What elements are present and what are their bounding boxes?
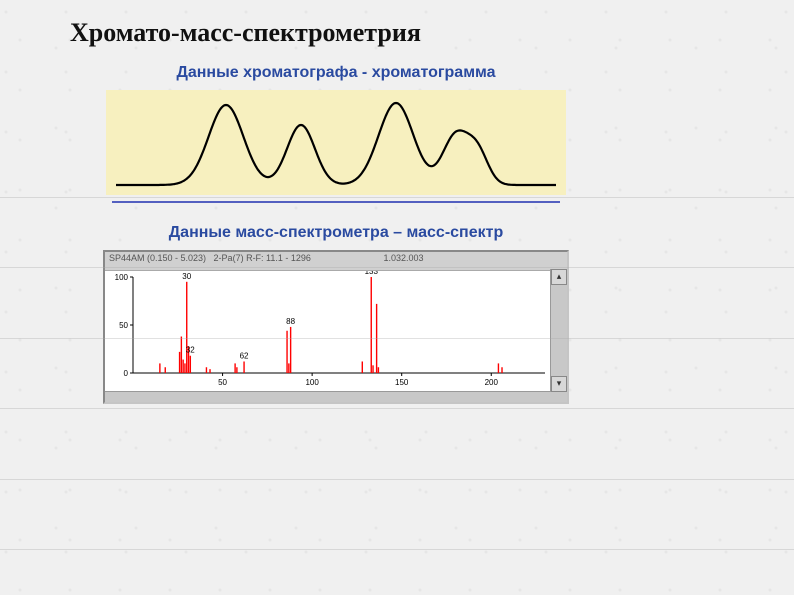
- background-rule: [0, 408, 794, 409]
- svg-text:32: 32: [186, 346, 195, 355]
- background-rule: [0, 479, 794, 480]
- chromatogram-chart: [106, 90, 566, 210]
- mass-spectrum-title: Данные масс-спектрометра – масс-спектр: [100, 224, 572, 242]
- vertical-scrollbar[interactable]: ▴ ▾: [550, 269, 567, 392]
- svg-text:88: 88: [286, 317, 295, 326]
- svg-text:62: 62: [240, 351, 249, 360]
- page-title: Хромато-масс-спектрометрия: [70, 18, 421, 48]
- svg-text:30: 30: [182, 272, 191, 281]
- background-rule: [0, 197, 794, 198]
- scroll-up-icon[interactable]: ▴: [551, 269, 567, 285]
- svg-text:100: 100: [115, 273, 129, 282]
- svg-text:200: 200: [485, 378, 499, 387]
- mass-spectrum-chart: 0 50 100 50 100 150 200 30 32 62 88 133: [105, 271, 551, 391]
- svg-text:0: 0: [124, 369, 129, 378]
- mass-spectrum-window: SP44AM (0.150 - 5.023) 2-Pa(7) R-F: 11.1…: [103, 250, 569, 404]
- background-rule: [0, 338, 794, 339]
- svg-text:50: 50: [218, 378, 227, 387]
- svg-text:133: 133: [365, 271, 379, 276]
- background-rule: [0, 267, 794, 268]
- chromatogram-title: Данные хроматографа - хроматограмма: [100, 64, 572, 82]
- scroll-down-icon[interactable]: ▾: [551, 376, 567, 392]
- figure-panel: Данные хроматографа - хроматограмма Данн…: [100, 60, 572, 404]
- background-rule: [0, 549, 794, 550]
- svg-text:100: 100: [305, 378, 319, 387]
- svg-text:50: 50: [119, 321, 128, 330]
- mass-spectrum-header: SP44AM (0.150 - 5.023) 2-Pa(7) R-F: 11.1…: [105, 252, 567, 271]
- horizontal-scrollbar[interactable]: [105, 391, 567, 402]
- svg-text:150: 150: [395, 378, 409, 387]
